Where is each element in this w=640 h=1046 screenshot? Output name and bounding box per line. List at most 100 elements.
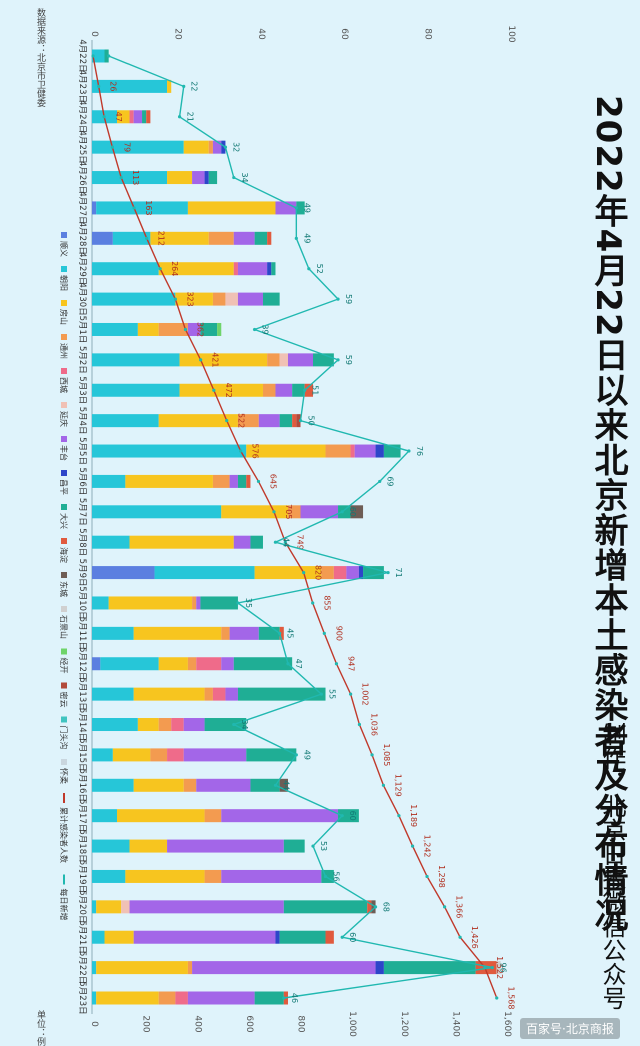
bar-segment-朝阳: [92, 778, 134, 792]
category-label: 5月5日: [77, 437, 87, 465]
bar-segment-大兴: [237, 687, 326, 701]
bar-segment-朝阳: [92, 961, 97, 975]
series-point: [340, 935, 344, 939]
data-label: 26: [109, 81, 118, 91]
bar-segment-西城: [212, 687, 226, 701]
series-point: [294, 236, 298, 240]
bar-segment-朝阳: [92, 171, 168, 185]
bar-segment-房山: [96, 961, 188, 975]
bar-segment-房山: [158, 657, 188, 671]
bar-segment-房山: [117, 110, 130, 124]
bar-segment-丰台: [221, 809, 339, 823]
series-point: [282, 996, 286, 1000]
bar-segment-通州: [158, 322, 188, 336]
series-line-累计感染者人数: [92, 55, 498, 999]
bar-segment-海淀: [367, 900, 372, 914]
bottom-tick-label: 0: [89, 1021, 99, 1027]
category-label: 4月24日: [77, 100, 87, 133]
category-label: 5月21日: [77, 921, 87, 954]
data-label: 79: [122, 142, 131, 152]
bar-segment-大兴: [142, 110, 147, 124]
data-label: 69: [386, 476, 395, 486]
bar-segment-丰台: [196, 596, 201, 610]
bar-segment-经开: [217, 322, 222, 336]
bar-segment-顺义: [92, 201, 97, 215]
data-label: 705: [284, 504, 293, 519]
data-label: 421: [211, 352, 220, 367]
series-point: [340, 510, 344, 514]
bar-segment-丰台: [183, 718, 205, 732]
series-point: [223, 145, 228, 149]
bar-segment-房山: [133, 687, 205, 701]
series-point: [97, 84, 101, 88]
bar-segment-海淀: [279, 626, 284, 640]
bar-segment-朝阳: [92, 414, 159, 428]
bar-segment-大兴: [383, 961, 476, 975]
bar-segment-丰台: [300, 505, 339, 519]
bar-segment-房山: [96, 991, 159, 1005]
bar-segment-朝阳: [92, 353, 180, 367]
bar-segment-朝阳: [92, 687, 134, 701]
legend-swatch: [61, 716, 67, 723]
bar-segment-丰台: [237, 262, 268, 276]
series-point: [283, 540, 287, 544]
bar-segment-朝阳: [92, 596, 109, 610]
legend-label: 房山: [59, 309, 69, 325]
bar-segment-朝阳: [100, 657, 159, 671]
series-point: [311, 601, 315, 605]
legend-swatch: [61, 470, 67, 476]
bar-segment-朝阳: [92, 444, 247, 458]
bar-segment-大兴: [204, 718, 247, 732]
category-label: 5月18日: [77, 829, 87, 862]
legend-label: 昌平: [59, 479, 68, 495]
category-label: 5月16日: [77, 769, 87, 802]
data-label: 212: [157, 231, 166, 246]
bar-segment-东城: [371, 900, 376, 914]
bar-segment-房山: [129, 839, 168, 853]
bar-segment-西城: [171, 718, 184, 732]
bar-segment-朝阳: [92, 718, 138, 732]
series-point: [336, 358, 340, 362]
bar-segment-朝阳: [92, 505, 222, 519]
data-label: 50: [307, 416, 316, 426]
bar-segment-丰台: [287, 353, 314, 367]
legend-swatch: [61, 606, 67, 612]
bar-segment-大兴: [237, 474, 247, 488]
series-point: [336, 297, 340, 301]
bar-segment-朝阳: [92, 383, 180, 397]
series-point: [381, 783, 386, 787]
legend-label: 密云: [59, 692, 69, 708]
series-point: [307, 267, 311, 271]
data-label: 39: [261, 324, 270, 334]
bar-segment-延庆: [121, 900, 130, 914]
bar-segment-顺义: [92, 566, 155, 580]
bar-segment-房山: [125, 474, 213, 488]
bar-segment-昌平: [221, 140, 226, 154]
category-label: 5月14日: [77, 708, 87, 741]
category-label: 5月7日: [77, 498, 87, 526]
bar-segment-通州: [325, 444, 351, 458]
legend-label: 丰台: [59, 445, 69, 461]
bottom-tick-label: 600: [244, 1015, 254, 1032]
bar-segment-大兴: [313, 353, 334, 367]
legend-swatch: [61, 538, 67, 544]
bar-segment-朝阳: [92, 991, 97, 1005]
maker-credit: 制作：北京日报微信公众号: [598, 722, 626, 1010]
bar-segment-大兴: [104, 49, 109, 63]
bar-segment-房山: [254, 566, 322, 580]
data-label: 1,002: [361, 683, 370, 706]
data-label: 56: [332, 871, 341, 881]
data-label: 645: [268, 474, 277, 489]
category-label: 5月13日: [77, 678, 87, 711]
bar-segment-房山: [117, 809, 205, 823]
category-label: 5月9日: [77, 559, 87, 587]
data-label: 68: [382, 902, 391, 912]
top-tick-label: 100: [506, 25, 516, 42]
category-label: 5月6日: [77, 468, 87, 496]
data-label: 1,366: [455, 895, 464, 918]
data-label: 60: [348, 811, 357, 821]
data-label: 49: [302, 203, 311, 213]
category-label: 5月23日: [77, 981, 87, 1014]
series-point: [407, 449, 411, 453]
legend-label: 门头沟: [59, 726, 69, 750]
